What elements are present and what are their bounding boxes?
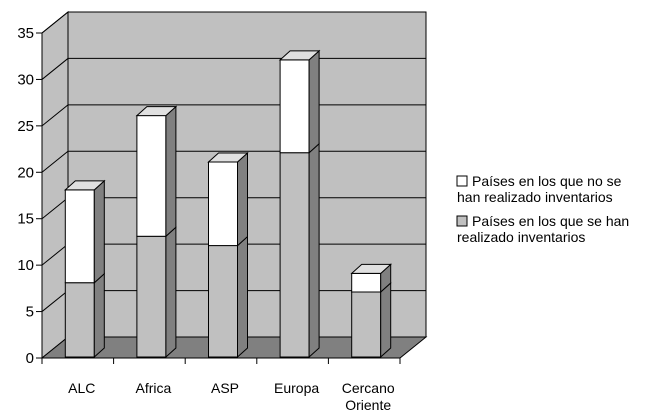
legend-label-1: Países en los que se han realizado invent… xyxy=(457,213,629,245)
x-category-label: Europa xyxy=(274,380,319,396)
x-category-label-line: Europa xyxy=(274,380,319,396)
legend-swatch-0 xyxy=(456,175,468,187)
bar-side-2-1 xyxy=(237,151,248,247)
x-category-label: Africa xyxy=(136,380,172,396)
y-tick-label: 25 xyxy=(17,118,34,135)
bar-top-0 xyxy=(63,180,106,191)
bar-side-0-0 xyxy=(93,272,105,359)
x-category-label-line: ASP xyxy=(211,380,239,396)
legend-label-line: realizado inventarios xyxy=(457,229,585,245)
x-category-label-line: Cercano xyxy=(342,380,395,396)
y-tick-label: 20 xyxy=(17,164,34,181)
legend-label-line: han realizado inventarios xyxy=(457,189,613,205)
bar-top-3 xyxy=(278,50,321,61)
x-category-label-line: ALC xyxy=(68,380,95,396)
y-tick-label: 15 xyxy=(17,211,34,228)
y-tick-label: 30 xyxy=(17,71,34,88)
bar-front-0-1 xyxy=(64,189,95,284)
y-tick-label: 35 xyxy=(17,25,34,42)
bar-front-4-0 xyxy=(351,291,382,358)
bar-front-1-1 xyxy=(136,115,167,237)
bar-top-4 xyxy=(350,263,393,274)
bar-front-3-1 xyxy=(279,59,310,154)
x-category-label: ASP xyxy=(211,380,239,396)
y-tick-label: 10 xyxy=(17,257,34,274)
bar-side-1-1 xyxy=(165,105,177,238)
bar-front-3-0 xyxy=(279,152,310,358)
legend-swatch-1 xyxy=(456,215,468,227)
bar-front-1-0 xyxy=(136,235,167,358)
side-wall xyxy=(41,10,69,360)
bar-side-3-0 xyxy=(308,142,320,359)
bar-top-2 xyxy=(207,152,249,163)
bar-side-2-0 xyxy=(237,235,248,359)
bar-front-2-0 xyxy=(208,245,238,358)
bar-side-4-0 xyxy=(380,281,392,359)
x-category-label: ALC xyxy=(68,380,95,396)
legend-label-0: Países en los que no se han realizado inv… xyxy=(457,173,622,205)
x-category-label: Cercano Oriente xyxy=(342,380,395,413)
bar-front-0-0 xyxy=(64,282,95,358)
bar-side-1-0 xyxy=(165,226,177,359)
y-tick-label: 5 xyxy=(26,304,34,321)
bar-front-4-1 xyxy=(351,272,382,293)
legend-label-line: Países en los que no se xyxy=(472,173,622,189)
x-category-label-line: Oriente xyxy=(345,397,391,413)
legend-label-line: Países en los que se han xyxy=(472,213,629,229)
y-tick-label: 0 xyxy=(26,350,34,367)
bar-side-3-1 xyxy=(308,49,320,154)
bar-side-0-1 xyxy=(93,179,105,284)
x-category-label-line: Africa xyxy=(136,380,172,396)
gridline xyxy=(41,11,426,34)
bar-top-1 xyxy=(135,106,178,117)
bar-front-2-1 xyxy=(208,161,238,247)
